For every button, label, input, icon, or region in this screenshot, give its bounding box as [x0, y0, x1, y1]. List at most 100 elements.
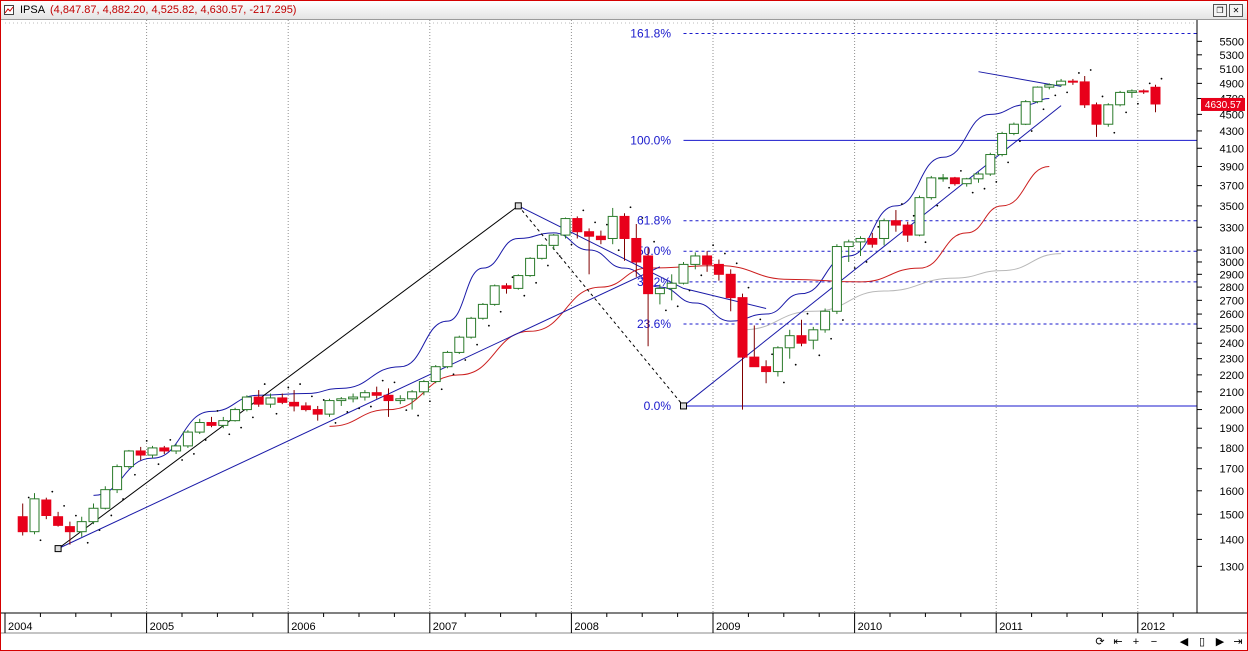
- candle-body: [324, 400, 335, 415]
- sar-dot: [488, 324, 490, 327]
- scroll-right-icon[interactable]: ▶: [1215, 636, 1225, 648]
- candle-body: [949, 177, 960, 185]
- restore-icon[interactable]: ❐: [1213, 4, 1227, 17]
- candle-body: [831, 246, 842, 312]
- sar-dot: [263, 383, 266, 385]
- refresh-icon[interactable]: ⟳: [1095, 636, 1105, 648]
- candle-body: [560, 218, 571, 236]
- candle-body: [997, 132, 1008, 156]
- title-bar: IPSA (4,847.87, 4,882.20, 4,525.82, 4,63…: [1, 1, 1247, 20]
- last-price-label: 4630.57: [1205, 100, 1242, 111]
- candle-body: [300, 405, 311, 411]
- candle-body: [1138, 90, 1149, 93]
- sar-dot: [1066, 91, 1068, 94]
- candle-body: [631, 237, 642, 263]
- sar-dot: [1160, 77, 1163, 80]
- candle-body: [843, 241, 854, 248]
- y-tick-label: 1300: [1220, 561, 1244, 573]
- candle-body: [772, 347, 783, 373]
- candle-body: [784, 335, 795, 349]
- candle-body: [489, 285, 500, 305]
- trendline: [57, 205, 519, 550]
- x-tick-label: 2006: [291, 621, 315, 633]
- scroll-start-icon[interactable]: ⇤: [1113, 636, 1123, 648]
- y-tick-label: 4100: [1220, 143, 1244, 155]
- sar-dot: [523, 294, 526, 297]
- sar-dot: [747, 286, 750, 289]
- sar-dot: [134, 473, 136, 476]
- candle-body: [666, 282, 677, 289]
- candle-body: [348, 396, 359, 400]
- scroll-end-icon[interactable]: ⇥: [1233, 636, 1243, 648]
- sar-dot: [228, 433, 231, 436]
- sar-dot: [771, 353, 773, 356]
- fib-level-label: 161.8%: [630, 26, 671, 40]
- candle-body: [359, 392, 370, 398]
- y-axis-panel: [1197, 20, 1247, 613]
- sar-dot: [794, 363, 797, 366]
- candle-body: [194, 422, 205, 433]
- sar-dot: [759, 318, 762, 321]
- close-icon[interactable]: ✕: [1229, 4, 1243, 17]
- sar-dot: [960, 169, 962, 172]
- candle-body: [595, 235, 606, 241]
- fib-level-label: 50.0%: [637, 244, 671, 258]
- sar-dot: [712, 244, 714, 247]
- y-tick-label: 1400: [1220, 534, 1244, 546]
- sar-dot: [688, 289, 691, 292]
- candle-body: [1008, 123, 1019, 134]
- chart-icon: [4, 5, 14, 15]
- candle-body: [761, 366, 772, 373]
- sar-dot: [51, 490, 54, 493]
- candle-body: [53, 516, 64, 526]
- candle-body: [501, 285, 512, 289]
- candle-body: [1044, 84, 1055, 88]
- candle-body: [182, 431, 193, 447]
- trendline: [978, 71, 1062, 87]
- anchor-marker: [54, 545, 62, 553]
- y-tick-label: 2300: [1220, 354, 1244, 366]
- zoom-out-icon[interactable]: −: [1150, 636, 1158, 648]
- candle-body: [230, 409, 241, 422]
- candle-body: [938, 177, 949, 180]
- sar-dot: [499, 310, 502, 313]
- sar-dot: [122, 498, 124, 500]
- chart-navigation: ⟳ ⇤ + − ◀ ▯ ▶ ⇥: [1086, 634, 1246, 650]
- sar-dot: [511, 276, 514, 279]
- y-tick-label: 2500: [1220, 323, 1244, 335]
- y-tick-label: 4500: [1220, 109, 1244, 121]
- y-tick-label: 1500: [1220, 509, 1244, 521]
- sar-dot: [181, 459, 184, 461]
- candle-body: [312, 409, 323, 415]
- candle-body: [466, 317, 477, 338]
- scroll-left-icon[interactable]: ◀: [1179, 636, 1189, 648]
- sar-dot: [1019, 140, 1021, 143]
- sar-dot: [393, 381, 396, 384]
- y-tick-label: 3100: [1220, 245, 1244, 257]
- y-tick-label: 3700: [1220, 181, 1244, 193]
- page-icon[interactable]: ▯: [1198, 636, 1206, 648]
- candle-body: [525, 257, 536, 277]
- sar-dot: [971, 191, 974, 194]
- candle-body: [961, 178, 972, 185]
- sar-dot: [39, 539, 42, 542]
- moving-average-line: [93, 98, 1050, 496]
- y-tick-label: 2400: [1220, 338, 1244, 350]
- candle-body: [371, 392, 382, 396]
- candle-body: [407, 391, 418, 400]
- sar-dot: [547, 264, 549, 267]
- zoom-in-icon[interactable]: +: [1132, 636, 1140, 648]
- y-tick-label: 5300: [1220, 50, 1244, 62]
- candle-body: [1067, 80, 1078, 83]
- sar-dot: [1125, 111, 1127, 114]
- candle-body: [820, 310, 831, 331]
- anchor-marker: [514, 202, 522, 210]
- y-tick-label: 2700: [1220, 295, 1244, 307]
- candle-body: [607, 215, 618, 239]
- candle-body: [289, 401, 300, 407]
- candle-body: [548, 234, 559, 246]
- sar-dot: [865, 261, 868, 263]
- sar-dot: [1078, 72, 1080, 74]
- candle-body: [855, 237, 866, 243]
